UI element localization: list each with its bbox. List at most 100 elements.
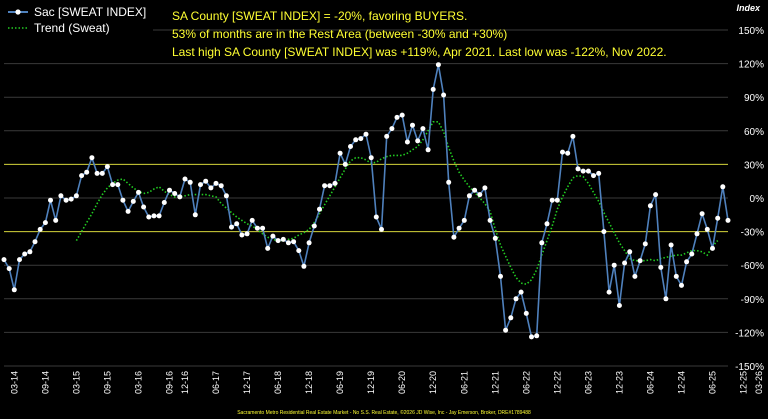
data-point — [549, 197, 555, 203]
data-point — [368, 155, 374, 161]
data-point — [311, 223, 317, 229]
data-point — [213, 180, 219, 186]
data-point — [239, 232, 245, 238]
annotation-high-low: Last high SA County [SWEAT INDEX] was +1… — [172, 45, 667, 59]
x-tick-label: 06-19 — [335, 371, 345, 394]
data-point — [720, 184, 726, 190]
data-point — [322, 183, 328, 189]
data-point — [420, 126, 426, 132]
x-tick-label: 03-16 — [133, 371, 143, 394]
data-point — [477, 192, 483, 198]
data-point — [270, 233, 276, 239]
data-point — [17, 257, 22, 263]
data-point — [337, 150, 343, 156]
data-point — [99, 170, 105, 176]
data-point — [104, 164, 110, 170]
legend-series-label: Sac [SWEAT INDEX] — [34, 5, 146, 19]
data-point — [508, 315, 514, 321]
data-point — [472, 187, 478, 193]
data-point — [94, 170, 100, 176]
data-point — [503, 327, 509, 333]
data-point — [425, 147, 431, 153]
y-tick-label: -150% — [735, 362, 764, 373]
data-point — [187, 179, 193, 185]
data-point — [53, 217, 59, 223]
data-point — [492, 235, 498, 241]
data-point — [384, 133, 390, 139]
y-tick-label: -120% — [735, 328, 764, 339]
data-point — [306, 240, 312, 246]
x-tick-label: 12-21 — [490, 371, 500, 394]
data-point — [32, 239, 38, 245]
data-point — [642, 241, 648, 247]
data-point — [296, 248, 302, 254]
data-point — [394, 114, 400, 120]
annotation-current: SA County [SWEAT INDEX] = -20%, favoring… — [172, 9, 467, 23]
data-point — [234, 221, 240, 227]
y-tick-label: 120% — [738, 60, 764, 71]
x-tick-label: 12-18 — [304, 371, 314, 394]
data-point — [37, 226, 43, 232]
data-point — [725, 217, 731, 223]
data-point — [342, 161, 348, 167]
data-point — [130, 198, 136, 204]
data-point — [244, 231, 250, 237]
data-point — [596, 170, 602, 176]
data-point — [208, 185, 214, 191]
data-point — [668, 242, 674, 248]
x-tick-label: 06-22 — [521, 371, 531, 394]
data-point — [373, 214, 379, 220]
x-tick-label: 06-21 — [459, 371, 469, 394]
x-tick-label: 06-18 — [273, 371, 283, 394]
y-tick-label: 60% — [744, 127, 764, 138]
data-point — [249, 217, 255, 223]
data-point — [580, 168, 586, 174]
data-point — [415, 138, 421, 144]
data-point — [275, 238, 281, 244]
data-point — [554, 197, 560, 203]
data-point — [710, 245, 715, 251]
x-tick-label: 06-23 — [583, 371, 593, 394]
data-point — [265, 245, 271, 251]
data-point — [68, 196, 74, 202]
data-point — [523, 310, 529, 316]
data-point — [172, 191, 178, 196]
annotation-rest-area: 53% of months are in the Rest Area (betw… — [172, 27, 507, 41]
data-point — [115, 182, 121, 188]
data-point — [694, 231, 700, 237]
data-point — [317, 206, 322, 212]
y-tick-label: -90% — [741, 295, 764, 306]
x-tick-label: 12-24 — [676, 371, 686, 394]
data-point — [58, 193, 64, 199]
data-point — [332, 180, 338, 186]
data-point — [22, 251, 28, 257]
x-tick-label: 12-19 — [366, 371, 376, 394]
data-point — [575, 166, 581, 172]
data-point — [560, 149, 565, 155]
data-point — [229, 224, 234, 230]
x-tick-label: 12-20 — [428, 371, 438, 394]
data-point — [182, 176, 188, 182]
data-point — [379, 226, 384, 232]
data-point — [27, 249, 33, 255]
data-point — [699, 211, 705, 217]
data-point — [223, 193, 229, 199]
data-point — [327, 183, 333, 189]
data-point — [136, 189, 141, 195]
data-point — [663, 296, 669, 302]
data-point — [430, 86, 436, 92]
data-point — [110, 182, 116, 188]
x-tick-label: 09-14 — [40, 371, 50, 394]
footer-credit: Sacramento Metro Residential Real Estate… — [237, 409, 531, 416]
x-tick-label: 12-17 — [242, 371, 252, 394]
data-point — [689, 251, 695, 257]
data-point — [534, 333, 540, 339]
data-point — [260, 225, 266, 231]
data-point — [125, 208, 131, 214]
data-point — [441, 92, 447, 98]
data-point — [627, 249, 633, 255]
data-point — [539, 240, 545, 246]
data-point — [498, 273, 503, 279]
data-point — [363, 131, 369, 137]
